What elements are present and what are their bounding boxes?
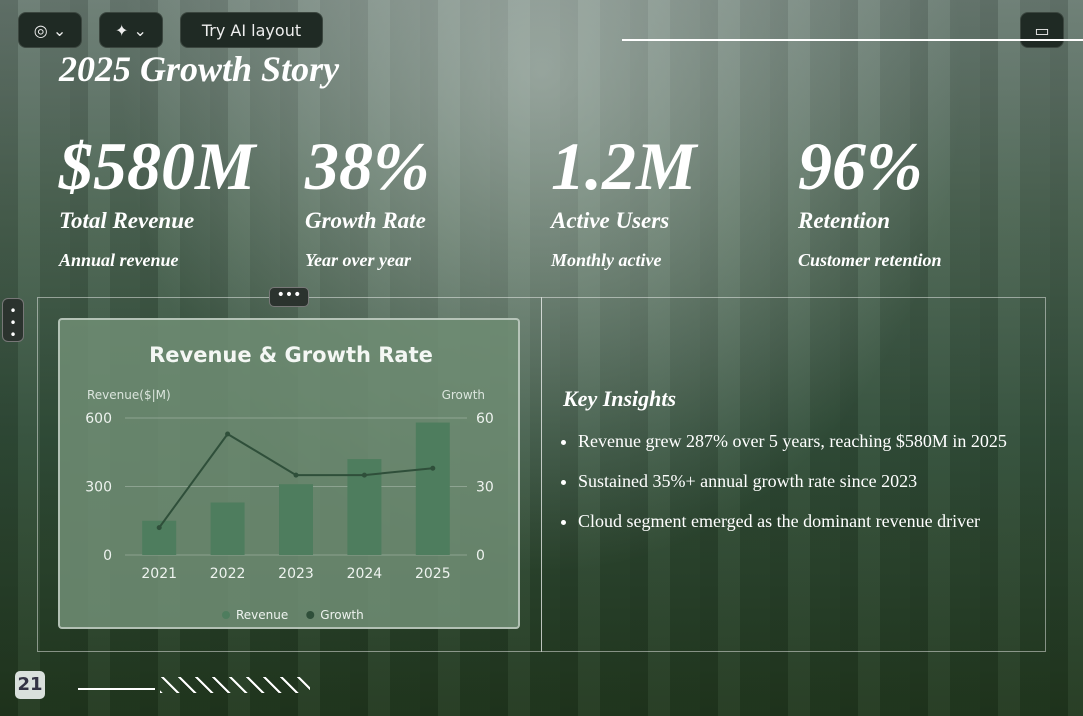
insight: Cloud segment emerged as the dominant re… <box>578 508 1008 534</box>
bar <box>415 422 450 555</box>
decor-line <box>78 688 155 690</box>
x-tick-label: 2023 <box>278 566 314 582</box>
theme-button[interactable]: ◎ ⌄ <box>18 12 82 48</box>
insight: Revenue grew 287% over 5 years, reaching… <box>578 428 1008 454</box>
point <box>430 465 436 471</box>
y2-tick-label: 0 <box>476 548 485 564</box>
chart: Revenue & Growth Rate Revenue($|M) Growth 0… <box>85 343 494 622</box>
y-axis-title: Revenue($|M) <box>87 388 171 402</box>
stat: 96% Retention Customer retention <box>798 128 1038 271</box>
stat: 1.2M Active Users Monthly active <box>551 128 791 271</box>
stat-label: Total Revenue <box>59 208 195 233</box>
stat-value: 96% <box>798 128 923 204</box>
point <box>293 472 299 478</box>
bar <box>210 502 245 555</box>
x-tick-label: 2022 <box>210 566 246 582</box>
chart-card: Revenue & Growth Rate Revenue($|M) Growth 0… <box>58 318 520 629</box>
side-handle[interactable]: • • • <box>2 298 24 342</box>
y2-tick-label: 30 <box>476 480 494 496</box>
insights-list: Revenue grew 287% over 5 years, reaching… <box>558 428 1008 548</box>
stat-label: Growth Rate <box>305 208 426 233</box>
stat-note: Year over year <box>305 250 411 270</box>
stat-label: Retention <box>798 208 891 233</box>
y-tick-label: 300 <box>85 480 112 496</box>
legend-label: Growth <box>320 608 363 622</box>
x-tick-label: 2021 <box>141 566 177 582</box>
drag-handle[interactable]: ••• <box>269 287 309 307</box>
legend-label: Revenue <box>236 608 288 622</box>
stat-note: Annual revenue <box>59 250 179 270</box>
point <box>225 431 231 437</box>
stat-note: Customer retention <box>798 250 942 270</box>
y2-axis-title: Growth <box>442 388 485 402</box>
ai-layout-button[interactable]: Try AI layout <box>180 12 323 48</box>
decor-line <box>622 39 1083 41</box>
comments-button[interactable]: ▭ <box>1020 12 1064 48</box>
y-tick-label: 600 <box>85 411 112 427</box>
x-tick-label: 2025 <box>415 566 451 582</box>
x-tick-label: 2024 <box>347 566 383 582</box>
point <box>156 525 162 531</box>
y-tick-label: 0 <box>103 548 112 564</box>
slide-title: 2025 Growth Story <box>59 49 340 89</box>
button-label: Try AI layout <box>201 20 302 40</box>
legend-marker <box>306 611 315 619</box>
stat-value: 1.2M <box>551 128 697 204</box>
legend-marker <box>222 611 230 619</box>
ai-menu-button[interactable]: ✦ ⌄ <box>99 12 163 48</box>
bar <box>279 484 313 555</box>
stat: $580M Total Revenue Annual revenue <box>59 128 299 271</box>
y2-tick-label: 60 <box>476 411 494 427</box>
decor-hatch <box>160 677 310 693</box>
stat-label: Active Users <box>551 208 670 233</box>
stat-note: Monthly active <box>551 250 662 270</box>
page-number: 21 <box>15 671 45 699</box>
insights-title: Key Insights <box>563 386 677 411</box>
insight: Sustained 35%+ annual growth rate since … <box>578 468 1008 494</box>
chart-title: Revenue & Growth Rate <box>149 343 433 367</box>
stat-value: 38% <box>305 128 430 204</box>
stat-value: $580M <box>59 128 256 204</box>
insights-frame <box>541 297 1046 652</box>
stat: 38% Growth Rate Year over year <box>305 128 545 271</box>
point <box>361 472 367 478</box>
